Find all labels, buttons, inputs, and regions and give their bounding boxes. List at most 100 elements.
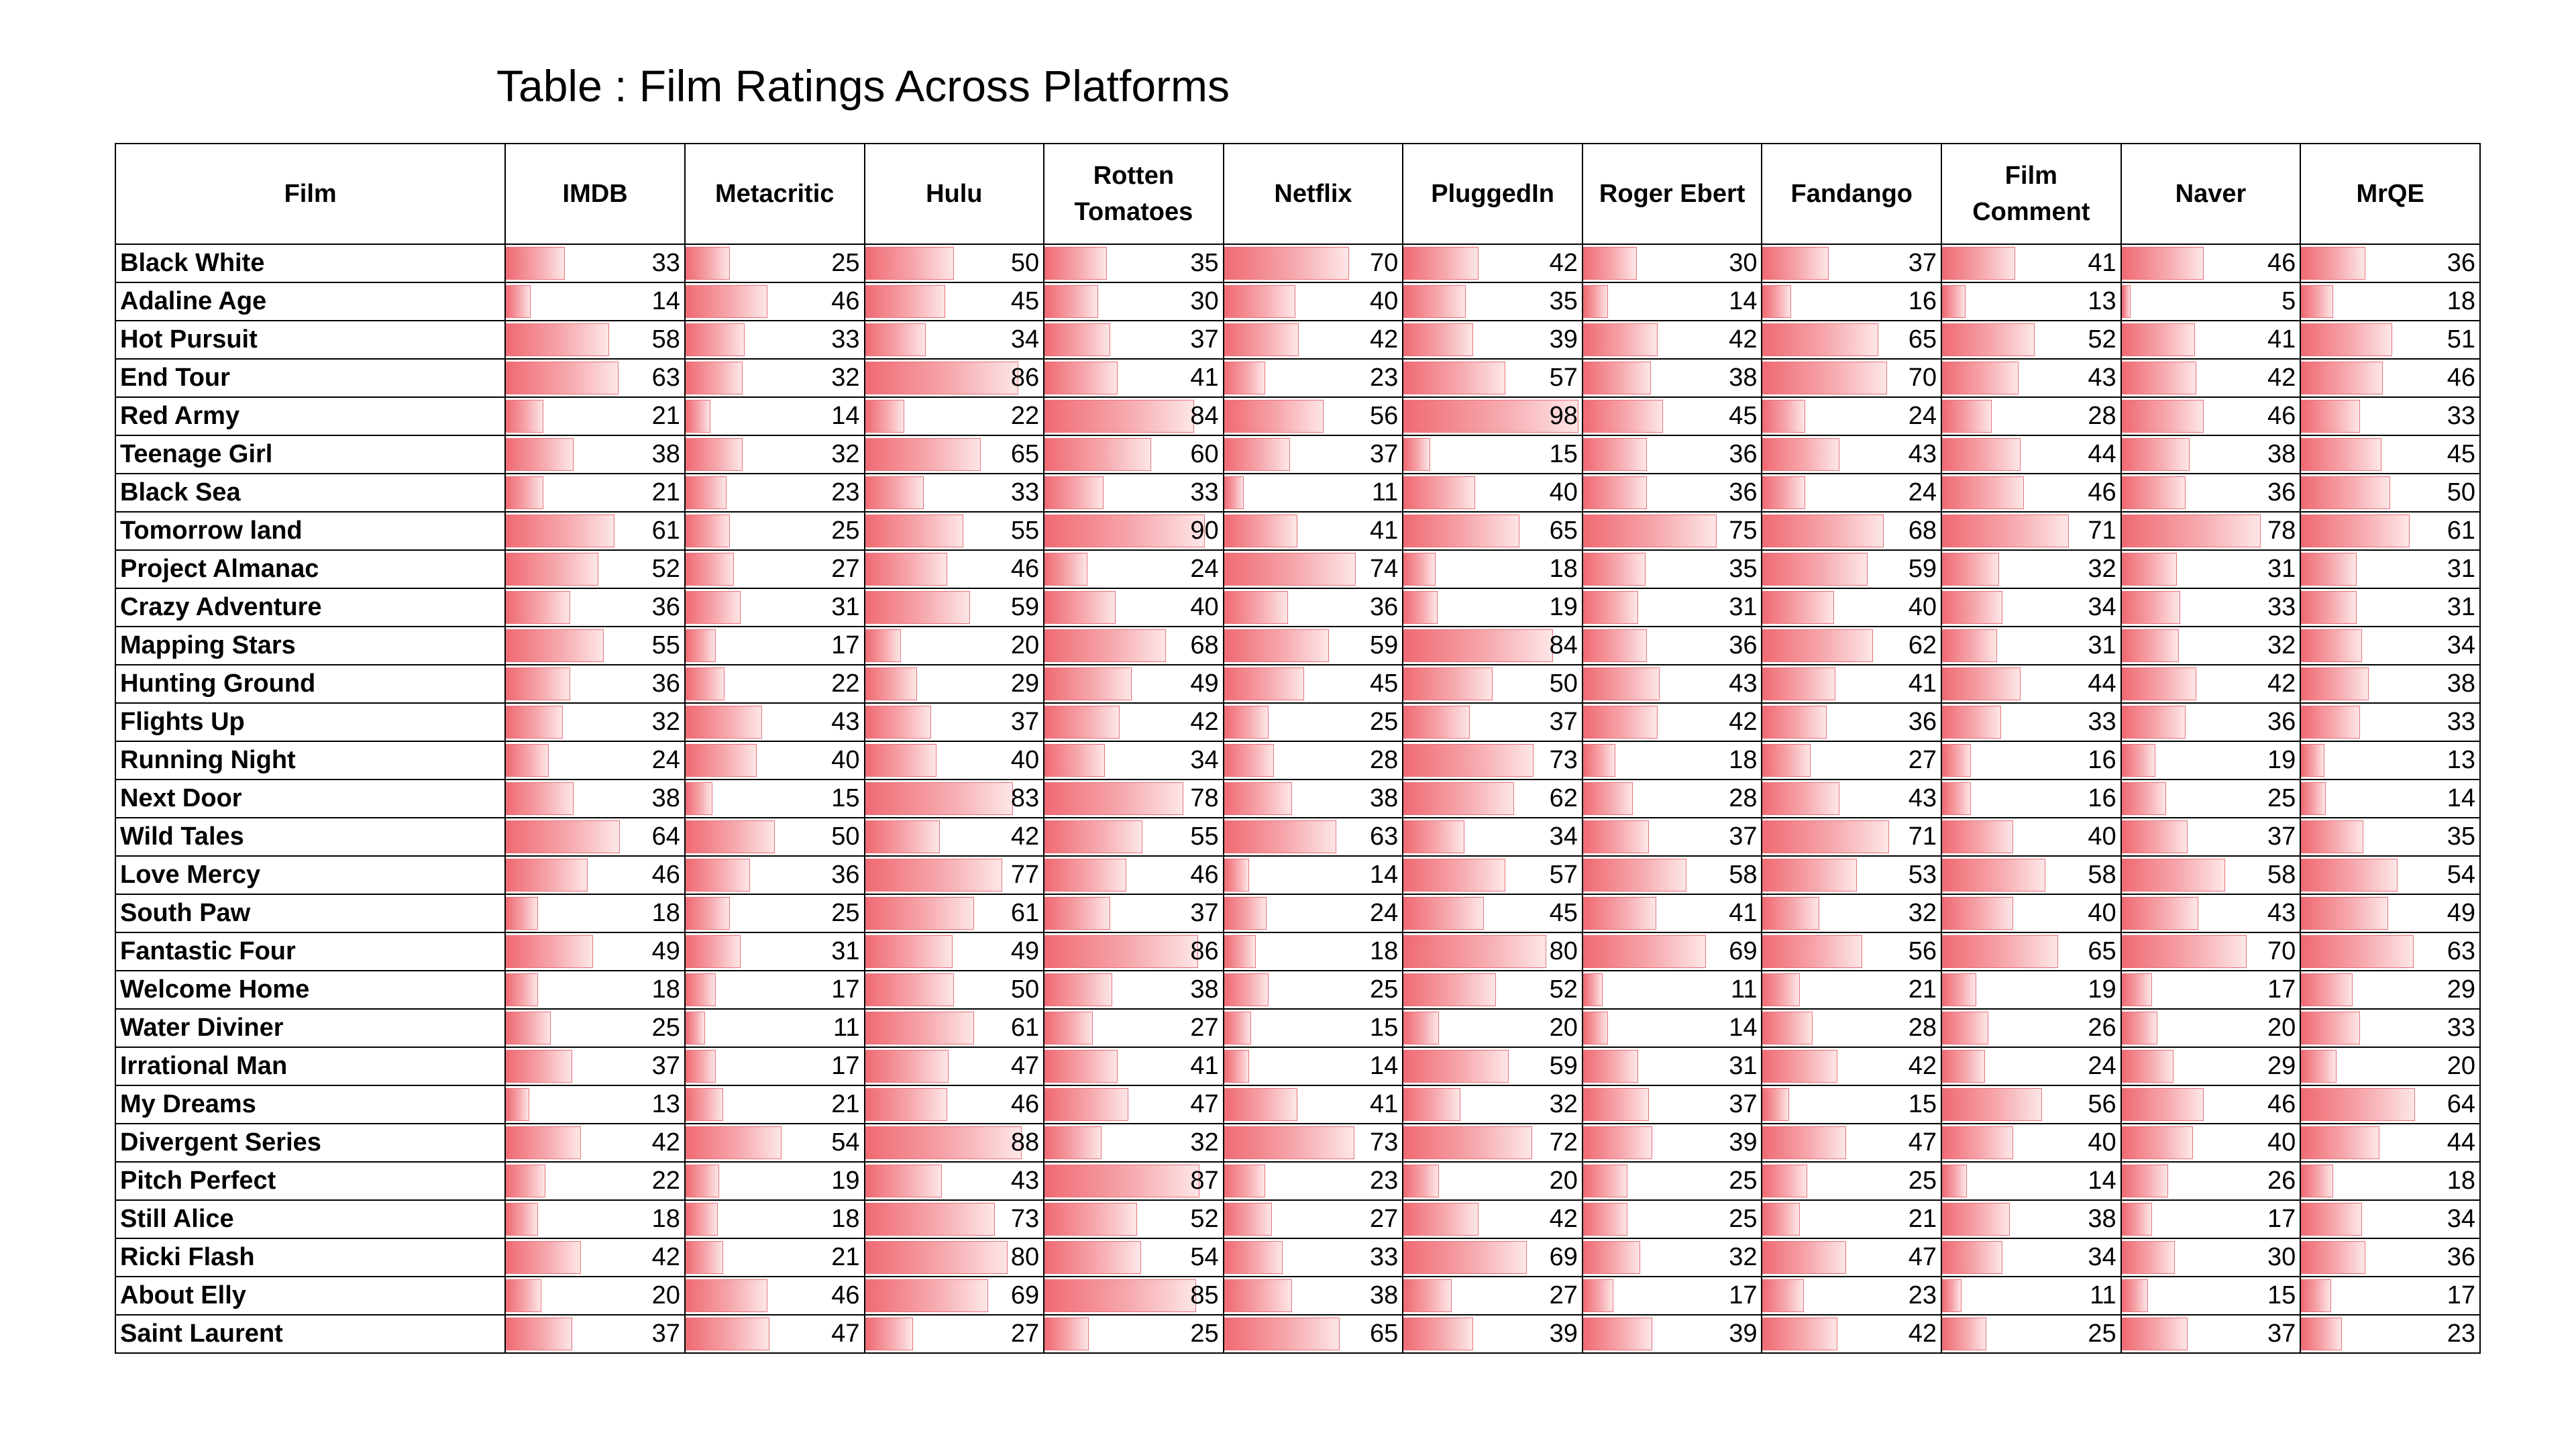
data-bar: [1763, 247, 1829, 280]
rating-cell-film-comment: 40: [1941, 817, 2122, 857]
data-bar: [1404, 973, 1497, 1006]
data-bar: [686, 1318, 769, 1350]
rating-value: 29: [2267, 1052, 2296, 1080]
rating-cell-mrqe: 34: [2300, 626, 2481, 665]
data-bar: [2302, 629, 2362, 662]
rating-cell-metacritic: 14: [684, 396, 865, 436]
data-bar: [1404, 629, 1554, 662]
rating-value: 24: [2088, 1052, 2116, 1080]
data-bar: [506, 476, 544, 509]
column-header-label: Fandango: [1790, 180, 1913, 208]
rating-value: 54: [2447, 861, 2475, 889]
rating-value: 25: [2267, 784, 2296, 812]
data-bar: [686, 1050, 716, 1083]
rating-cell-film-comment: 25: [1941, 1314, 2122, 1354]
rating-value: 31: [2267, 555, 2296, 583]
rating-cell-fandango: 27: [1761, 741, 1943, 780]
rating-cell-fandango: 68: [1761, 511, 1943, 551]
rating-value: 59: [1908, 555, 1937, 583]
data-bar: [1763, 1279, 1804, 1312]
rating-cell-imdb: 33: [504, 244, 686, 283]
rating-value: 30: [1729, 249, 1758, 277]
rating-value: 38: [651, 440, 680, 468]
column-header-film: Film: [114, 143, 506, 245]
data-bar: [1404, 820, 1464, 853]
rating-value: 73: [1010, 1205, 1040, 1233]
rating-value: 70: [2267, 937, 2296, 965]
rating-cell-mrqe: 61: [2300, 511, 2481, 551]
data-bar: [1583, 1203, 1628, 1236]
rating-cell-imdb: 14: [504, 282, 686, 321]
rating-cell-metacritic: 46: [684, 1276, 865, 1316]
data-bar: [1763, 553, 1868, 586]
rating-value: 49: [2447, 899, 2475, 927]
rating-cell-naver: 5: [2120, 282, 2302, 321]
rating-value: 11: [1731, 975, 1758, 1004]
rating-cell-imdb: 46: [504, 855, 686, 895]
rating-cell-naver: 40: [2120, 1123, 2302, 1163]
rating-value: 44: [2088, 669, 2116, 698]
rating-value: 42: [1549, 249, 1578, 277]
rating-cell-roger-ebert: 39: [1581, 1123, 1763, 1163]
rating-cell-imdb: 36: [504, 588, 686, 627]
rating-value: 33: [2267, 593, 2296, 621]
data-bar: [2302, 285, 2334, 318]
data-bar: [1943, 400, 1992, 433]
data-bar: [1045, 1050, 1118, 1083]
data-bar: [686, 553, 734, 586]
data-bar: [1224, 323, 1299, 356]
rating-value: 58: [2267, 861, 2296, 889]
rating-cell-hulu: 20: [863, 626, 1045, 665]
rating-cell-rotten-tomatoes: 34: [1043, 741, 1224, 780]
rating-cell-film-comment: 58: [1941, 855, 2122, 895]
rating-cell-mrqe: 33: [2300, 1008, 2481, 1048]
rating-cell-rotten-tomatoes: 55: [1043, 817, 1224, 857]
rating-cell-netflix: 25: [1222, 702, 1404, 742]
data-bar: [686, 897, 731, 930]
data-bar: [1943, 1126, 2014, 1159]
rating-cell-rotten-tomatoes: 54: [1043, 1238, 1224, 1277]
data-bar: [865, 859, 1002, 892]
rating-value: 25: [831, 249, 860, 277]
rating-value: 74: [1370, 555, 1399, 583]
rating-cell-film-comment: 46: [1941, 473, 2122, 513]
data-bar: [1943, 629, 1998, 662]
data-bar: [2302, 400, 2360, 433]
data-bar: [1224, 285, 1295, 318]
rating-value: 53: [1908, 861, 1937, 889]
rating-cell-roger-ebert: 42: [1581, 320, 1763, 360]
data-bar: [2302, 1279, 2332, 1312]
data-bar: [1045, 247, 1108, 280]
rating-value: 98: [1549, 402, 1578, 430]
rating-value: 75: [1729, 517, 1758, 545]
column-header-label: IMDB: [562, 180, 628, 208]
rating-value: 71: [1908, 822, 1937, 851]
rating-cell-netflix: 23: [1222, 1161, 1404, 1201]
data-bar: [1404, 1279, 1452, 1312]
rating-cell-hulu: 55: [863, 511, 1045, 551]
data-bar: [506, 438, 574, 471]
rating-value: 30: [2267, 1243, 2296, 1271]
rating-cell-netflix: 38: [1222, 779, 1404, 818]
rating-cell-mrqe: 36: [2300, 244, 2481, 283]
data-bar: [1943, 667, 2021, 700]
rating-value: 17: [2267, 1205, 2296, 1233]
rating-value: 25: [1370, 975, 1399, 1004]
data-bar: [1943, 1088, 2042, 1121]
data-bar: [686, 362, 743, 394]
rating-value: 26: [2088, 1014, 2116, 1042]
data-bar: [1224, 782, 1292, 815]
rating-cell-fandango: 24: [1761, 396, 1943, 436]
data-bar: [1045, 973, 1113, 1006]
data-bar: [865, 1050, 949, 1083]
data-bar: [2302, 935, 2414, 968]
rating-value: 17: [1729, 1281, 1758, 1309]
rating-value: 23: [1370, 1167, 1399, 1195]
rating-cell-naver: 70: [2120, 932, 2302, 971]
rating-cell-roger-ebert: 17: [1581, 1276, 1763, 1316]
data-bar: [1943, 1241, 2003, 1274]
rating-cell-netflix: 14: [1222, 1046, 1404, 1086]
data-bar: [2302, 515, 2410, 547]
rating-value: 50: [1010, 975, 1040, 1004]
rating-value: 17: [831, 975, 860, 1004]
